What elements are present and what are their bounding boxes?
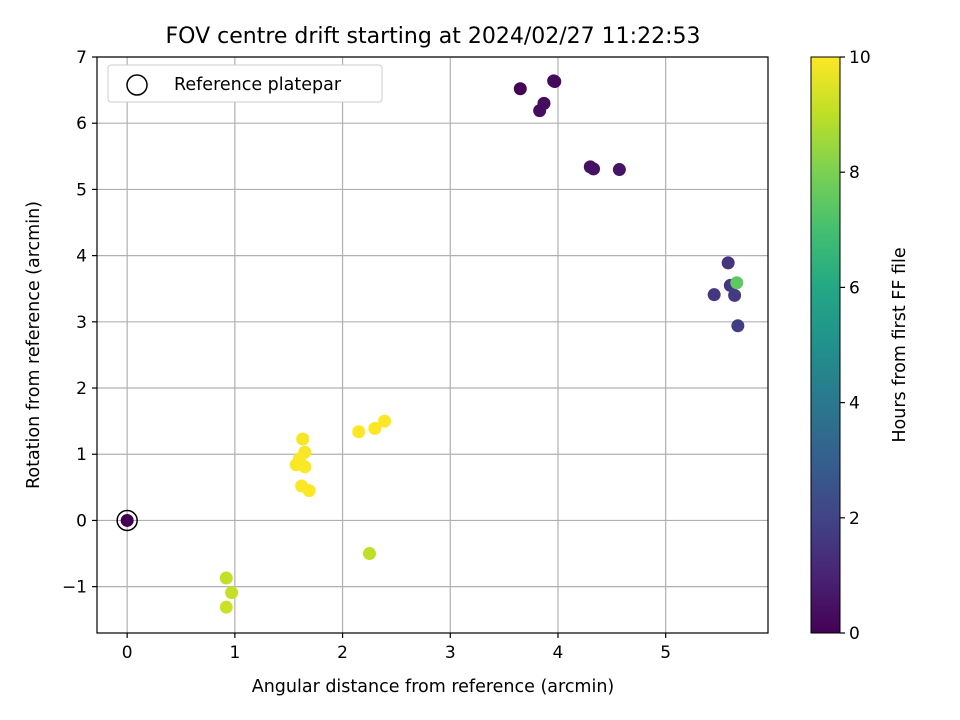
colorbar-gradient bbox=[810, 56, 841, 634]
scatter-point bbox=[513, 82, 527, 96]
scatter-point bbox=[225, 586, 239, 600]
scatter-point bbox=[707, 288, 721, 302]
colorbar-tick-label: 0 bbox=[849, 624, 860, 644]
scatter-point bbox=[219, 571, 233, 585]
legend-marker-reference bbox=[126, 74, 148, 96]
scatter-point bbox=[721, 256, 735, 270]
y-axis-ticks: −1 0 1 2 3 4 5 6 7 bbox=[62, 48, 97, 598]
legend-label-reference: Reference platepar bbox=[174, 75, 342, 95]
scatter-point bbox=[219, 600, 233, 614]
y-tick-label: 6 bbox=[76, 114, 87, 134]
y-tick-label: 0 bbox=[76, 511, 87, 531]
scatter-point bbox=[612, 163, 626, 177]
y-tick-label: 2 bbox=[76, 379, 87, 399]
scatter-point bbox=[362, 547, 376, 561]
data-points bbox=[116, 74, 745, 614]
scatter-point bbox=[587, 162, 601, 176]
scatter-point bbox=[728, 288, 742, 302]
reference-platepar-marker bbox=[116, 509, 138, 532]
colorbar-label: Hours from first FF file bbox=[890, 247, 910, 442]
legend: Reference platepar bbox=[107, 64, 383, 103]
y-tick-label: 7 bbox=[76, 48, 87, 68]
chart-title: FOV centre drift starting at 2024/02/27 … bbox=[166, 24, 701, 49]
scatter-point bbox=[296, 432, 310, 446]
scatter-point bbox=[302, 484, 316, 498]
x-axis-ticks: 0 1 2 3 4 5 bbox=[122, 633, 671, 663]
y-tick-label: 3 bbox=[76, 313, 87, 333]
x-tick-label: 3 bbox=[445, 643, 456, 663]
y-tick-label: 5 bbox=[76, 180, 87, 200]
y-tick-label: −1 bbox=[62, 578, 87, 598]
scatter-point bbox=[378, 414, 392, 428]
colorbar-tick-label: 2 bbox=[849, 509, 860, 529]
colorbar-tick-label: 10 bbox=[849, 48, 871, 68]
x-tick-label: 0 bbox=[122, 643, 133, 663]
x-axis-label: Angular distance from reference (arcmin) bbox=[252, 677, 615, 697]
scatter-point bbox=[731, 319, 745, 333]
y-axis-label: Rotation from reference (arcmin) bbox=[24, 201, 44, 489]
plot-area-frame bbox=[96, 56, 769, 634]
colorbar-tick-label: 8 bbox=[849, 163, 860, 183]
scatter-point bbox=[547, 74, 561, 88]
scatter-point bbox=[368, 421, 382, 435]
y-tick-label: 4 bbox=[76, 247, 87, 267]
colorbar-tick-label: 6 bbox=[849, 278, 860, 298]
x-tick-label: 4 bbox=[553, 643, 564, 663]
x-tick-label: 2 bbox=[337, 643, 348, 663]
scatter-point bbox=[120, 513, 134, 527]
scatter-point bbox=[352, 425, 366, 439]
colorbar-tick-label: 4 bbox=[849, 394, 860, 414]
x-tick-label: 5 bbox=[660, 643, 671, 663]
colorbar-ticks: 0 2 4 6 8 10 bbox=[840, 48, 871, 644]
colorbar: 0 2 4 6 8 10 Hours from first FF file bbox=[810, 48, 910, 644]
scatter-point bbox=[730, 276, 744, 290]
x-tick-label: 1 bbox=[229, 643, 240, 663]
scatter-point bbox=[533, 104, 547, 118]
grid-lines bbox=[97, 56, 768, 633]
scatter-point bbox=[298, 460, 312, 474]
legend-box bbox=[107, 64, 383, 103]
y-tick-label: 1 bbox=[76, 445, 87, 465]
